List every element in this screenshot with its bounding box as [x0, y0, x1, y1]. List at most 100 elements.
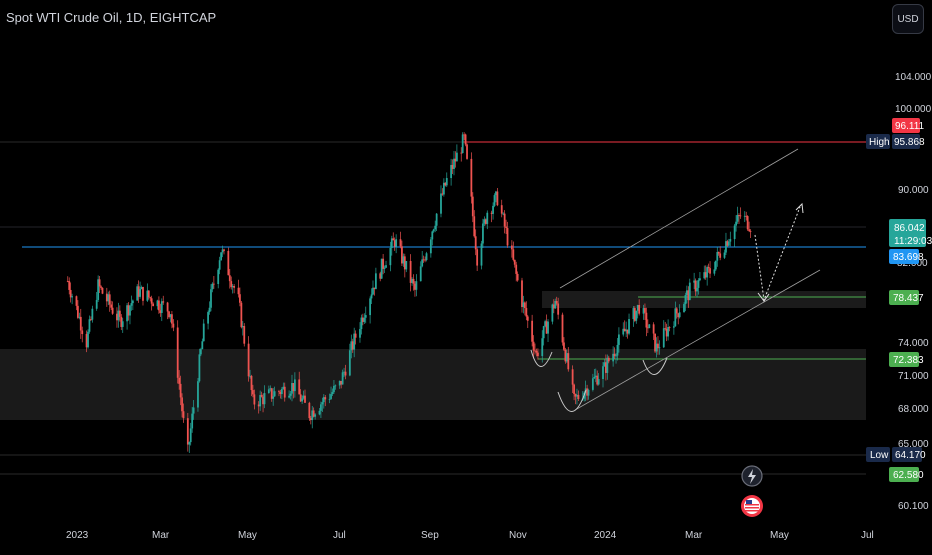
level-78-badge	[889, 290, 919, 305]
candle-body	[523, 302, 526, 309]
candle-body	[311, 410, 314, 421]
candle-body	[348, 350, 351, 376]
candle-body	[146, 290, 149, 301]
candle-body	[309, 418, 312, 421]
channel-lower-line[interactable]	[574, 269, 821, 411]
candle-body	[541, 338, 544, 357]
candle-body	[463, 134, 466, 136]
candle-body	[382, 258, 385, 269]
candle-body	[374, 273, 377, 290]
lightning-icon[interactable]	[741, 465, 763, 487]
candle-body	[486, 212, 489, 224]
candle-body	[503, 213, 506, 227]
candle-body	[500, 205, 503, 214]
candle-body	[162, 301, 165, 303]
candle-body	[253, 394, 256, 405]
candle-body	[735, 221, 737, 226]
candle-body	[389, 247, 392, 266]
candle-body	[363, 317, 366, 322]
candle-body	[140, 286, 143, 290]
candle-body	[615, 355, 617, 357]
candle-body	[320, 404, 322, 411]
candle-body	[623, 328, 626, 332]
candle-body	[441, 193, 444, 195]
level-72-text: 72.383	[893, 355, 924, 366]
candle-body	[263, 393, 266, 405]
candle-body	[532, 341, 535, 351]
demand-zone	[0, 349, 866, 420]
candle-body	[328, 398, 331, 400]
candle-body	[79, 316, 82, 331]
candle-body	[645, 312, 648, 328]
candle-body	[302, 395, 305, 399]
candle-body	[230, 281, 233, 288]
candle-body	[516, 273, 519, 281]
candle-body	[395, 239, 398, 247]
candle-body	[252, 390, 254, 395]
candle-body	[127, 305, 130, 316]
candle-body	[172, 323, 175, 328]
pullback-arrowhead	[757, 292, 770, 302]
candle-body	[380, 258, 383, 279]
low-label-badge	[866, 447, 890, 462]
candle-body	[719, 253, 722, 258]
candle-body	[482, 223, 484, 244]
candle-body	[453, 158, 455, 169]
candle-body	[432, 229, 435, 232]
candle-body	[331, 392, 334, 395]
candle-body	[466, 144, 468, 159]
candle-body	[616, 344, 619, 356]
time-label: Jul	[333, 530, 346, 541]
candle-body	[636, 304, 639, 311]
candle-body	[526, 316, 529, 321]
projected-arrowhead	[795, 202, 804, 214]
time-label: 2023	[66, 530, 89, 541]
candle-body	[322, 397, 325, 403]
candle-body	[100, 286, 102, 288]
high-close-text: 95.868	[894, 137, 925, 148]
candle-body	[90, 319, 92, 321]
candle-body	[370, 294, 373, 299]
candle-body	[464, 134, 467, 145]
candle-body	[139, 289, 141, 297]
candle-body	[411, 278, 413, 283]
candle-body	[444, 182, 447, 186]
candle-body	[625, 329, 628, 332]
candle-body	[107, 294, 110, 302]
candle-body	[283, 386, 286, 398]
candle-body	[709, 268, 711, 274]
candle-body	[168, 311, 170, 318]
candle-body	[250, 375, 253, 391]
candle-body	[461, 134, 464, 154]
candle-body	[71, 296, 74, 298]
candle-body	[182, 411, 185, 419]
candle-body	[748, 229, 751, 231]
candle-body	[197, 381, 199, 408]
channel-upper-line[interactable]	[559, 148, 799, 289]
candle-body	[240, 302, 243, 328]
level-83-badge	[889, 249, 919, 264]
candle-body	[314, 414, 317, 417]
candle-body	[166, 302, 169, 312]
candle-body	[554, 301, 557, 309]
candle-body	[169, 314, 172, 318]
candle-body	[385, 265, 387, 268]
candle-body	[233, 285, 236, 288]
candle-body	[687, 290, 690, 301]
candle-body	[403, 256, 406, 270]
time-axis[interactable]: 2023 Mar May Jul Sep Nov 2024 Mar May Ju…	[66, 530, 874, 541]
candle-body	[405, 261, 408, 270]
candle-body	[490, 212, 493, 214]
candle-body	[415, 281, 418, 290]
us-flag-event-icon[interactable]	[741, 495, 763, 517]
candle-body	[85, 333, 88, 348]
candle-body	[678, 312, 681, 318]
currency-button[interactable]: USD	[892, 4, 924, 34]
candle-body	[525, 308, 528, 317]
price-tick: 74.000	[898, 338, 929, 349]
candle-body	[288, 395, 290, 398]
candle-body	[351, 341, 354, 350]
candle-body	[496, 191, 499, 206]
